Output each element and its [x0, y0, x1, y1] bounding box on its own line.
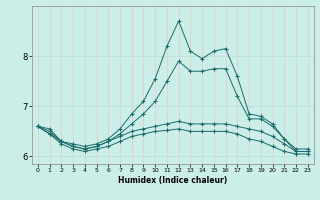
X-axis label: Humidex (Indice chaleur): Humidex (Indice chaleur) — [118, 176, 228, 185]
